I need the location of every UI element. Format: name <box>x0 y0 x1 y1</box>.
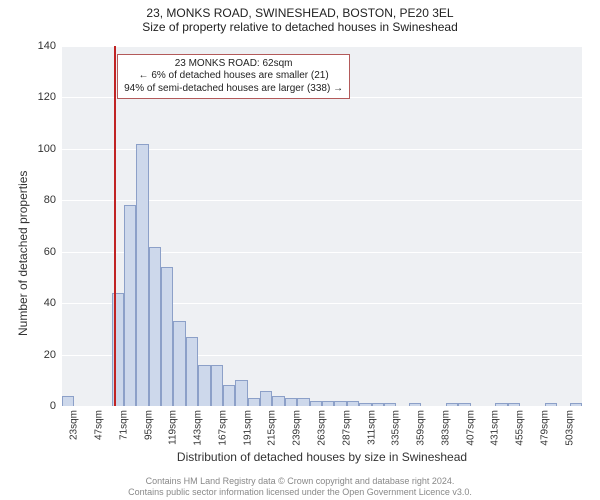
y-tick-label: 40 <box>44 297 56 309</box>
y-tick-label: 140 <box>38 40 56 52</box>
x-tick-label: 431sqm <box>490 410 501 446</box>
histogram-bar <box>570 403 582 406</box>
x-tick-label: 191sqm <box>242 410 253 446</box>
histogram-bar <box>446 403 458 406</box>
footer-block: Contains HM Land Registry data © Crown c… <box>0 476 600 499</box>
histogram-bar <box>409 403 421 406</box>
title-line2: Size of property relative to detached ho… <box>0 20 600 34</box>
annotation-line: 94% of semi-detached houses are larger (… <box>124 83 343 96</box>
histogram-bar <box>495 403 507 406</box>
histogram-bar <box>161 267 173 406</box>
x-tick-label: 239sqm <box>292 410 303 446</box>
histogram-bar <box>62 396 74 406</box>
title-block: 23, MONKS ROAD, SWINESHEAD, BOSTON, PE20… <box>0 0 600 35</box>
y-tick-label: 120 <box>38 91 56 103</box>
histogram-bar <box>186 337 198 406</box>
histogram-bar <box>458 403 470 406</box>
histogram-bar <box>235 380 247 406</box>
grid-line <box>62 406 582 407</box>
histogram-bar <box>149 247 161 406</box>
annotation-line: 23 MONKS ROAD: 62sqm <box>124 58 343 71</box>
histogram-bar <box>173 321 185 406</box>
x-tick-label: 359sqm <box>416 410 427 446</box>
y-tick-label: 0 <box>50 400 56 412</box>
x-tick-label: 311sqm <box>366 410 377 445</box>
y-tick-label: 80 <box>44 194 56 206</box>
histogram-bar <box>372 403 384 406</box>
x-tick-label: 71sqm <box>118 410 129 440</box>
footer-line2: Contains public sector information licen… <box>0 487 600 498</box>
histogram-bar <box>384 403 396 406</box>
x-tick-label: 383sqm <box>440 410 451 446</box>
x-tick-label: 119sqm <box>168 410 179 445</box>
histogram-bar <box>272 396 284 406</box>
histogram-bar <box>334 401 346 406</box>
x-tick-label: 479sqm <box>539 410 550 446</box>
x-tick-label: 407sqm <box>465 410 476 446</box>
histogram-bar <box>508 403 520 406</box>
y-tick-label: 100 <box>38 143 56 155</box>
annotation-box: 23 MONKS ROAD: 62sqm← 6% of detached hou… <box>117 54 350 100</box>
x-tick-label: 455sqm <box>515 410 526 446</box>
x-tick-label: 167sqm <box>217 410 228 446</box>
x-tick-label: 95sqm <box>143 410 154 440</box>
x-tick-label: 47sqm <box>94 410 105 440</box>
reference-line <box>114 46 116 406</box>
x-tick-label: 263sqm <box>317 410 328 446</box>
x-tick-label: 287sqm <box>341 410 352 446</box>
histogram-bar <box>297 398 309 406</box>
chart-container: 23, MONKS ROAD, SWINESHEAD, BOSTON, PE20… <box>0 0 600 500</box>
histogram-bar <box>211 365 223 406</box>
footer-line1: Contains HM Land Registry data © Crown c… <box>0 476 600 487</box>
y-tick-label: 20 <box>44 349 56 361</box>
histogram-bar <box>260 391 272 406</box>
x-tick-label: 335sqm <box>391 410 402 446</box>
grid-line <box>62 46 582 47</box>
histogram-bar <box>359 403 371 406</box>
histogram-bar <box>285 398 297 406</box>
x-tick-label: 215sqm <box>267 410 278 446</box>
x-tick-label: 503sqm <box>564 410 575 446</box>
histogram-bar <box>124 205 136 406</box>
histogram-bar <box>347 401 359 406</box>
x-tick-label: 23sqm <box>69 410 80 440</box>
y-tick-label: 60 <box>44 246 56 258</box>
histogram-bar <box>198 365 210 406</box>
histogram-bar <box>136 144 148 406</box>
histogram-bar <box>310 401 322 406</box>
histogram-bar <box>545 403 557 406</box>
x-tick-label: 143sqm <box>193 410 204 446</box>
y-axis-label: Number of detached properties <box>16 171 30 336</box>
histogram-bar <box>248 398 260 406</box>
plot-area: 02040608010012014023sqm47sqm71sqm95sqm11… <box>62 46 582 406</box>
histogram-bar <box>223 385 235 406</box>
title-line1: 23, MONKS ROAD, SWINESHEAD, BOSTON, PE20… <box>0 6 600 20</box>
histogram-bar <box>322 401 334 406</box>
x-axis-label: Distribution of detached houses by size … <box>62 450 582 464</box>
annotation-line: ← 6% of detached houses are smaller (21) <box>124 70 343 83</box>
